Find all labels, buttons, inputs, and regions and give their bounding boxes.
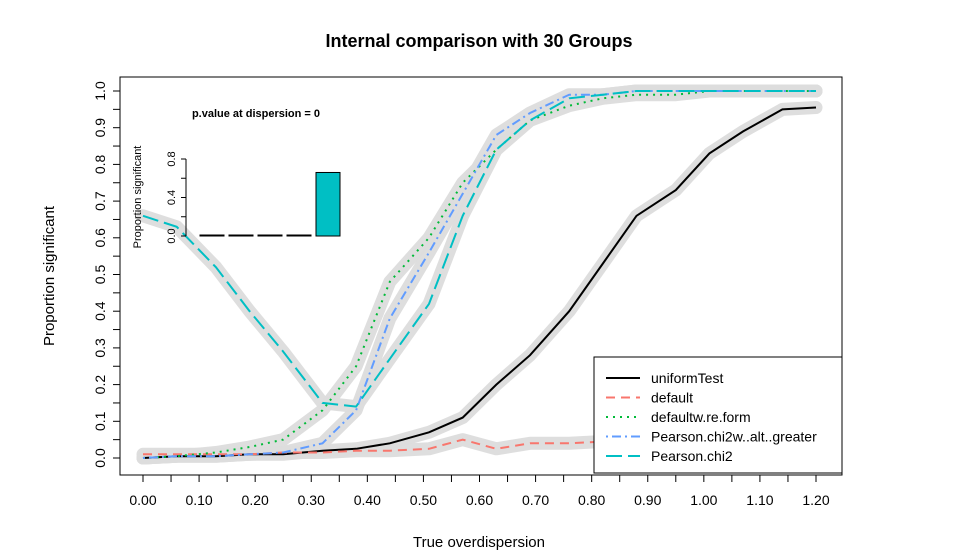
- inset-bar: [286, 234, 312, 237]
- inset-y-axis-label: Proportion significant: [132, 146, 144, 249]
- x-tick-label: 0.40: [354, 492, 381, 508]
- x-axis-label: True overdispersion: [413, 534, 545, 550]
- legend-label: Pearson.chi2: [651, 448, 733, 464]
- series-line: [142, 90, 816, 459]
- x-tick-label: 0.20: [242, 492, 269, 508]
- inset-title: p.value at dispersion = 0: [192, 108, 320, 120]
- inset-bar: [257, 234, 283, 237]
- y-tick-label: 0.5: [92, 265, 108, 285]
- x-tick-label: 0.00: [129, 492, 156, 508]
- x-tick-label: 0.90: [634, 492, 661, 508]
- inset-y-axis: 0.0 0.4 0.8: [166, 151, 187, 244]
- inset-y-tick-label: 0.0: [166, 228, 178, 243]
- y-axis-label: Proportion significant: [41, 205, 58, 346]
- y-tick-label: 1.0: [92, 81, 108, 101]
- inset-bars: [199, 171, 341, 237]
- x-tick-label: 1.20: [802, 492, 829, 508]
- inset-bar: [199, 234, 225, 237]
- x-tick-label: 0.80: [578, 492, 605, 508]
- x-tick-label: 1.10: [746, 492, 773, 508]
- y-tick-label: 0.3: [92, 338, 108, 358]
- y-tick-label: 0.0: [92, 448, 108, 468]
- y-tick-label: 0.7: [92, 191, 108, 211]
- series-lines: [142, 90, 817, 459]
- legend-label: defaultw.re.form: [651, 409, 751, 425]
- legend-label: uniformTest: [651, 370, 723, 386]
- x-tick-label: 0.30: [298, 492, 325, 508]
- legend-label: Pearson.chi2w..alt..greater: [651, 429, 817, 445]
- x-tick-label: 1.00: [690, 492, 717, 508]
- legend: uniformTest default defaultw.re.form Pearso…: [593, 356, 843, 474]
- x-tick-label: 0.60: [466, 492, 493, 508]
- legend-label: default: [651, 390, 693, 406]
- y-tick-label: 0.6: [92, 228, 108, 248]
- legend-box: [593, 356, 843, 474]
- series-line: [142, 90, 816, 408]
- inset-bar: [228, 234, 254, 237]
- y-tick-label: 0.9: [92, 118, 108, 138]
- chart-title: Internal comparison with 30 Groups: [325, 31, 632, 51]
- x-tick-label: 0.70: [522, 492, 549, 508]
- y-tick-label: 0.2: [92, 375, 108, 395]
- y-axis: 0.0 0.1 0.2 0.3 0.4 0.5 0.6 0.7 0.8 0.9 1.0: [92, 81, 121, 468]
- inset-y-tick-label: 0.4: [166, 190, 178, 205]
- y-tick-label: 0.8: [92, 154, 108, 174]
- inset-bar: [315, 171, 341, 237]
- inset-y-tick-label: 0.8: [166, 151, 178, 166]
- y-tick-label: 0.1: [92, 411, 108, 431]
- x-tick-label: 0.50: [410, 492, 437, 508]
- x-axis: 0.00 0.10 0.20 0.30 0.40 0.50 0.60 0.70 0.80 0.90…: [129, 474, 830, 508]
- inset-chart: p.value at dispersion = 0 Proportion sig…: [132, 108, 341, 249]
- y-tick-label: 0.4: [92, 301, 108, 321]
- x-tick-label: 0.10: [185, 492, 212, 508]
